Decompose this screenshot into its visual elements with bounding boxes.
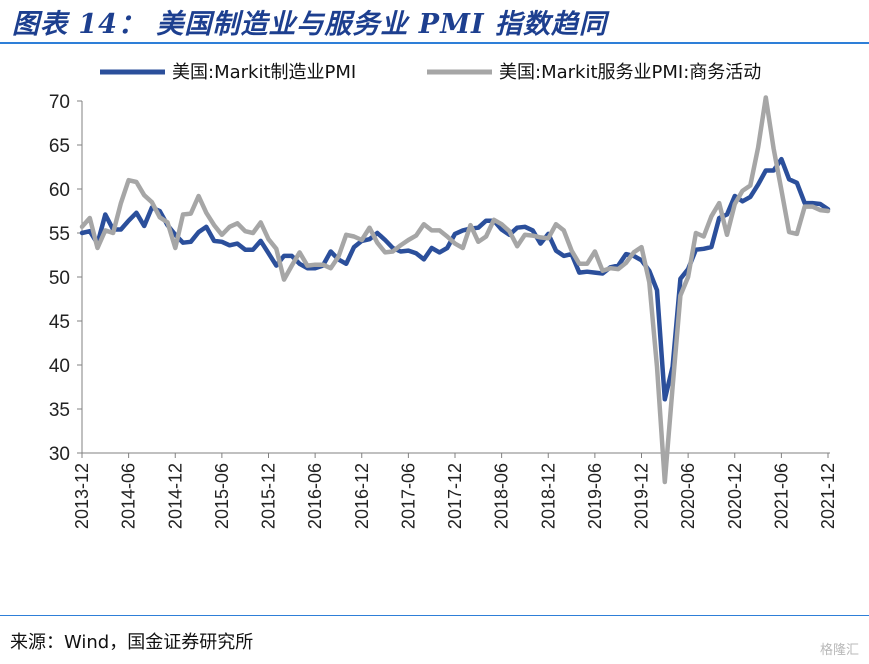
x-tick-label: 2018-12 [538, 463, 558, 529]
x-tick-label: 2021-12 [818, 463, 838, 529]
x-tick-label: 2016-06 [305, 463, 325, 529]
x-tick-label: 2019-06 [585, 463, 605, 529]
legend-label-services: 美国:Markit服务业PMI:商务活动 [499, 62, 761, 83]
x-tick-label: 2021-06 [771, 463, 791, 529]
source-divider [0, 615, 869, 616]
series-line-manufacturing [79, 156, 831, 402]
y-tick-label: 70 [49, 92, 70, 113]
x-tick-label: 2020-12 [725, 463, 745, 529]
figure-title: 图表 14： 美国制造业与服务业 PMI 指数趋同 [12, 9, 607, 40]
series-line-services [79, 95, 831, 485]
x-tick-label: 2015-12 [259, 463, 279, 529]
plot-area [79, 95, 831, 485]
y-axis: 30 35 40 45 50 55 60 65 70 [49, 92, 83, 465]
chart-legend: 美国:Markit制造业PMI 美国:Markit服务业PMI:商务活动 [100, 62, 761, 83]
x-tick-label: 2019-12 [632, 463, 652, 529]
y-tick-label: 55 [49, 224, 70, 245]
x-tick-label: 2017-12 [445, 463, 465, 529]
source-note: 来源：Wind，国金证券研究所 [10, 632, 254, 653]
y-tick-label: 60 [49, 180, 70, 201]
pmi-line-chart: 美国:Markit制造业PMI 美国:Markit服务业PMI:商务活动 303… [49, 62, 838, 529]
x-tick-label: 2020-06 [678, 463, 698, 529]
x-tick-label: 2014-12 [165, 463, 185, 529]
y-tick-label: 35 [49, 400, 70, 421]
watermark-logo: 格隆汇 [819, 643, 859, 658]
x-axis: 2013-12 2014-06 2014-12 2015-06 2015-12 2016-… [72, 452, 838, 529]
x-tick-label: 2018-06 [492, 463, 512, 529]
x-tick-label: 2015-06 [212, 463, 232, 529]
y-tick-label: 65 [49, 136, 70, 157]
x-tick-label: 2013-12 [72, 463, 92, 529]
x-tick-label: 2014-06 [119, 463, 139, 529]
y-tick-label: 30 [49, 444, 70, 465]
y-tick-label: 45 [49, 312, 70, 333]
legend-label-manufacturing: 美国:Markit制造业PMI [172, 62, 356, 83]
y-tick-label: 50 [49, 268, 70, 289]
x-tick-label: 2016-12 [352, 463, 372, 529]
y-tick-label: 40 [49, 356, 70, 377]
title-divider [0, 42, 869, 44]
x-tick-label: 2017-06 [398, 463, 418, 529]
